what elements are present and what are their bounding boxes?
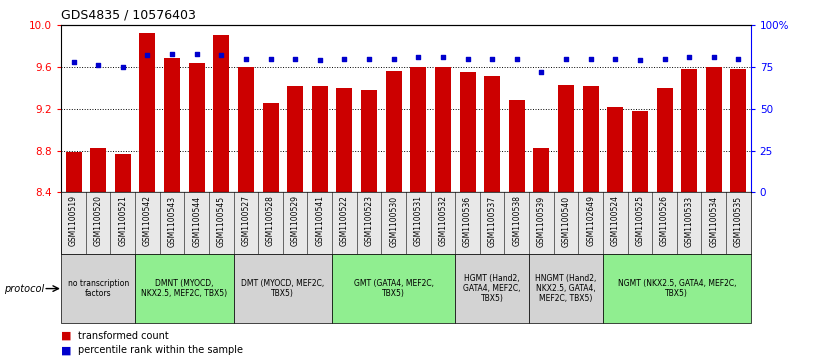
Point: [707, 54, 721, 60]
Text: HGMT (Hand2,
GATA4, MEF2C,
TBX5): HGMT (Hand2, GATA4, MEF2C, TBX5): [463, 274, 521, 303]
Text: GSM1100543: GSM1100543: [167, 195, 176, 246]
Bar: [361, 90, 377, 192]
Point: [264, 56, 277, 62]
Text: GSM1102649: GSM1102649: [586, 195, 595, 246]
Text: protocol: protocol: [4, 284, 44, 294]
Text: GSM1100536: GSM1100536: [463, 195, 472, 246]
Point: [633, 58, 646, 64]
Text: GSM1100538: GSM1100538: [512, 195, 521, 246]
Text: GSM1100540: GSM1100540: [561, 195, 570, 246]
Point: [510, 56, 523, 62]
Text: GSM1100544: GSM1100544: [192, 195, 201, 246]
Text: GSM1100525: GSM1100525: [636, 195, 645, 246]
Bar: [164, 58, 180, 192]
Point: [338, 56, 351, 62]
Point: [683, 54, 696, 60]
Text: GSM1100542: GSM1100542: [143, 195, 152, 246]
Text: GSM1100523: GSM1100523: [365, 195, 374, 246]
Text: GSM1100531: GSM1100531: [414, 195, 423, 246]
Bar: [140, 33, 155, 192]
Point: [412, 54, 425, 60]
Bar: [263, 103, 278, 192]
Bar: [65, 152, 82, 192]
Bar: [558, 85, 574, 192]
Bar: [115, 154, 131, 192]
Text: GSM1100529: GSM1100529: [290, 195, 299, 246]
Point: [584, 56, 597, 62]
Text: GSM1100545: GSM1100545: [217, 195, 226, 246]
Point: [437, 54, 450, 60]
Text: GSM1100519: GSM1100519: [69, 195, 78, 246]
Text: DMNT (MYOCD,
NKX2.5, MEF2C, TBX5): DMNT (MYOCD, NKX2.5, MEF2C, TBX5): [141, 279, 228, 298]
Text: GSM1100527: GSM1100527: [242, 195, 251, 246]
Bar: [287, 86, 304, 192]
Bar: [386, 71, 401, 192]
Text: percentile rank within the sample: percentile rank within the sample: [78, 345, 242, 355]
Text: GMT (GATA4, MEF2C,
TBX5): GMT (GATA4, MEF2C, TBX5): [353, 279, 433, 298]
Bar: [459, 72, 476, 192]
Bar: [312, 86, 328, 192]
Bar: [484, 76, 500, 192]
Text: GSM1100534: GSM1100534: [709, 195, 718, 246]
Text: DMT (MYOCD, MEF2C,
TBX5): DMT (MYOCD, MEF2C, TBX5): [242, 279, 325, 298]
Text: GSM1100533: GSM1100533: [685, 195, 694, 246]
Text: HNGMT (Hand2,
NKX2.5, GATA4,
MEF2C, TBX5): HNGMT (Hand2, NKX2.5, GATA4, MEF2C, TBX5…: [535, 274, 596, 303]
Point: [534, 69, 548, 75]
Bar: [657, 88, 672, 192]
Bar: [632, 111, 648, 192]
Point: [461, 56, 474, 62]
Bar: [213, 35, 229, 192]
Bar: [681, 69, 697, 192]
Point: [486, 56, 499, 62]
Bar: [90, 147, 106, 192]
Point: [215, 53, 228, 58]
Bar: [706, 67, 722, 192]
Text: ■: ■: [61, 345, 72, 355]
Point: [732, 56, 745, 62]
Point: [658, 56, 671, 62]
Bar: [336, 88, 353, 192]
Text: GSM1100532: GSM1100532: [438, 195, 447, 246]
Text: GSM1100524: GSM1100524: [611, 195, 620, 246]
Point: [116, 64, 129, 70]
Point: [560, 56, 573, 62]
Point: [362, 56, 375, 62]
Text: GSM1100539: GSM1100539: [537, 195, 546, 246]
Point: [67, 59, 80, 65]
Bar: [188, 63, 205, 192]
Text: GDS4835 / 10576403: GDS4835 / 10576403: [61, 9, 196, 22]
Point: [239, 56, 252, 62]
Text: NGMT (NKX2.5, GATA4, MEF2C,
TBX5): NGMT (NKX2.5, GATA4, MEF2C, TBX5): [618, 279, 736, 298]
Point: [141, 53, 154, 58]
Text: transformed count: transformed count: [78, 331, 168, 341]
Bar: [607, 107, 623, 192]
Bar: [730, 69, 747, 192]
Text: GSM1100526: GSM1100526: [660, 195, 669, 246]
Text: ■: ■: [61, 331, 72, 341]
Text: GSM1100521: GSM1100521: [118, 195, 127, 246]
Text: GSM1100528: GSM1100528: [266, 195, 275, 246]
Point: [609, 56, 622, 62]
Text: GSM1100520: GSM1100520: [94, 195, 103, 246]
Point: [387, 56, 400, 62]
Text: GSM1100541: GSM1100541: [315, 195, 324, 246]
Point: [91, 62, 104, 68]
Bar: [534, 147, 549, 192]
Bar: [238, 67, 254, 192]
Bar: [583, 86, 599, 192]
Point: [190, 51, 203, 57]
Bar: [508, 99, 525, 192]
Point: [289, 56, 302, 62]
Point: [313, 58, 326, 64]
Text: no transcription
factors: no transcription factors: [68, 279, 129, 298]
Text: GSM1100535: GSM1100535: [734, 195, 743, 246]
Text: GSM1100530: GSM1100530: [389, 195, 398, 246]
Text: GSM1100537: GSM1100537: [488, 195, 497, 246]
Point: [166, 51, 179, 57]
Bar: [435, 67, 451, 192]
Text: GSM1100522: GSM1100522: [340, 195, 349, 246]
Bar: [410, 67, 426, 192]
